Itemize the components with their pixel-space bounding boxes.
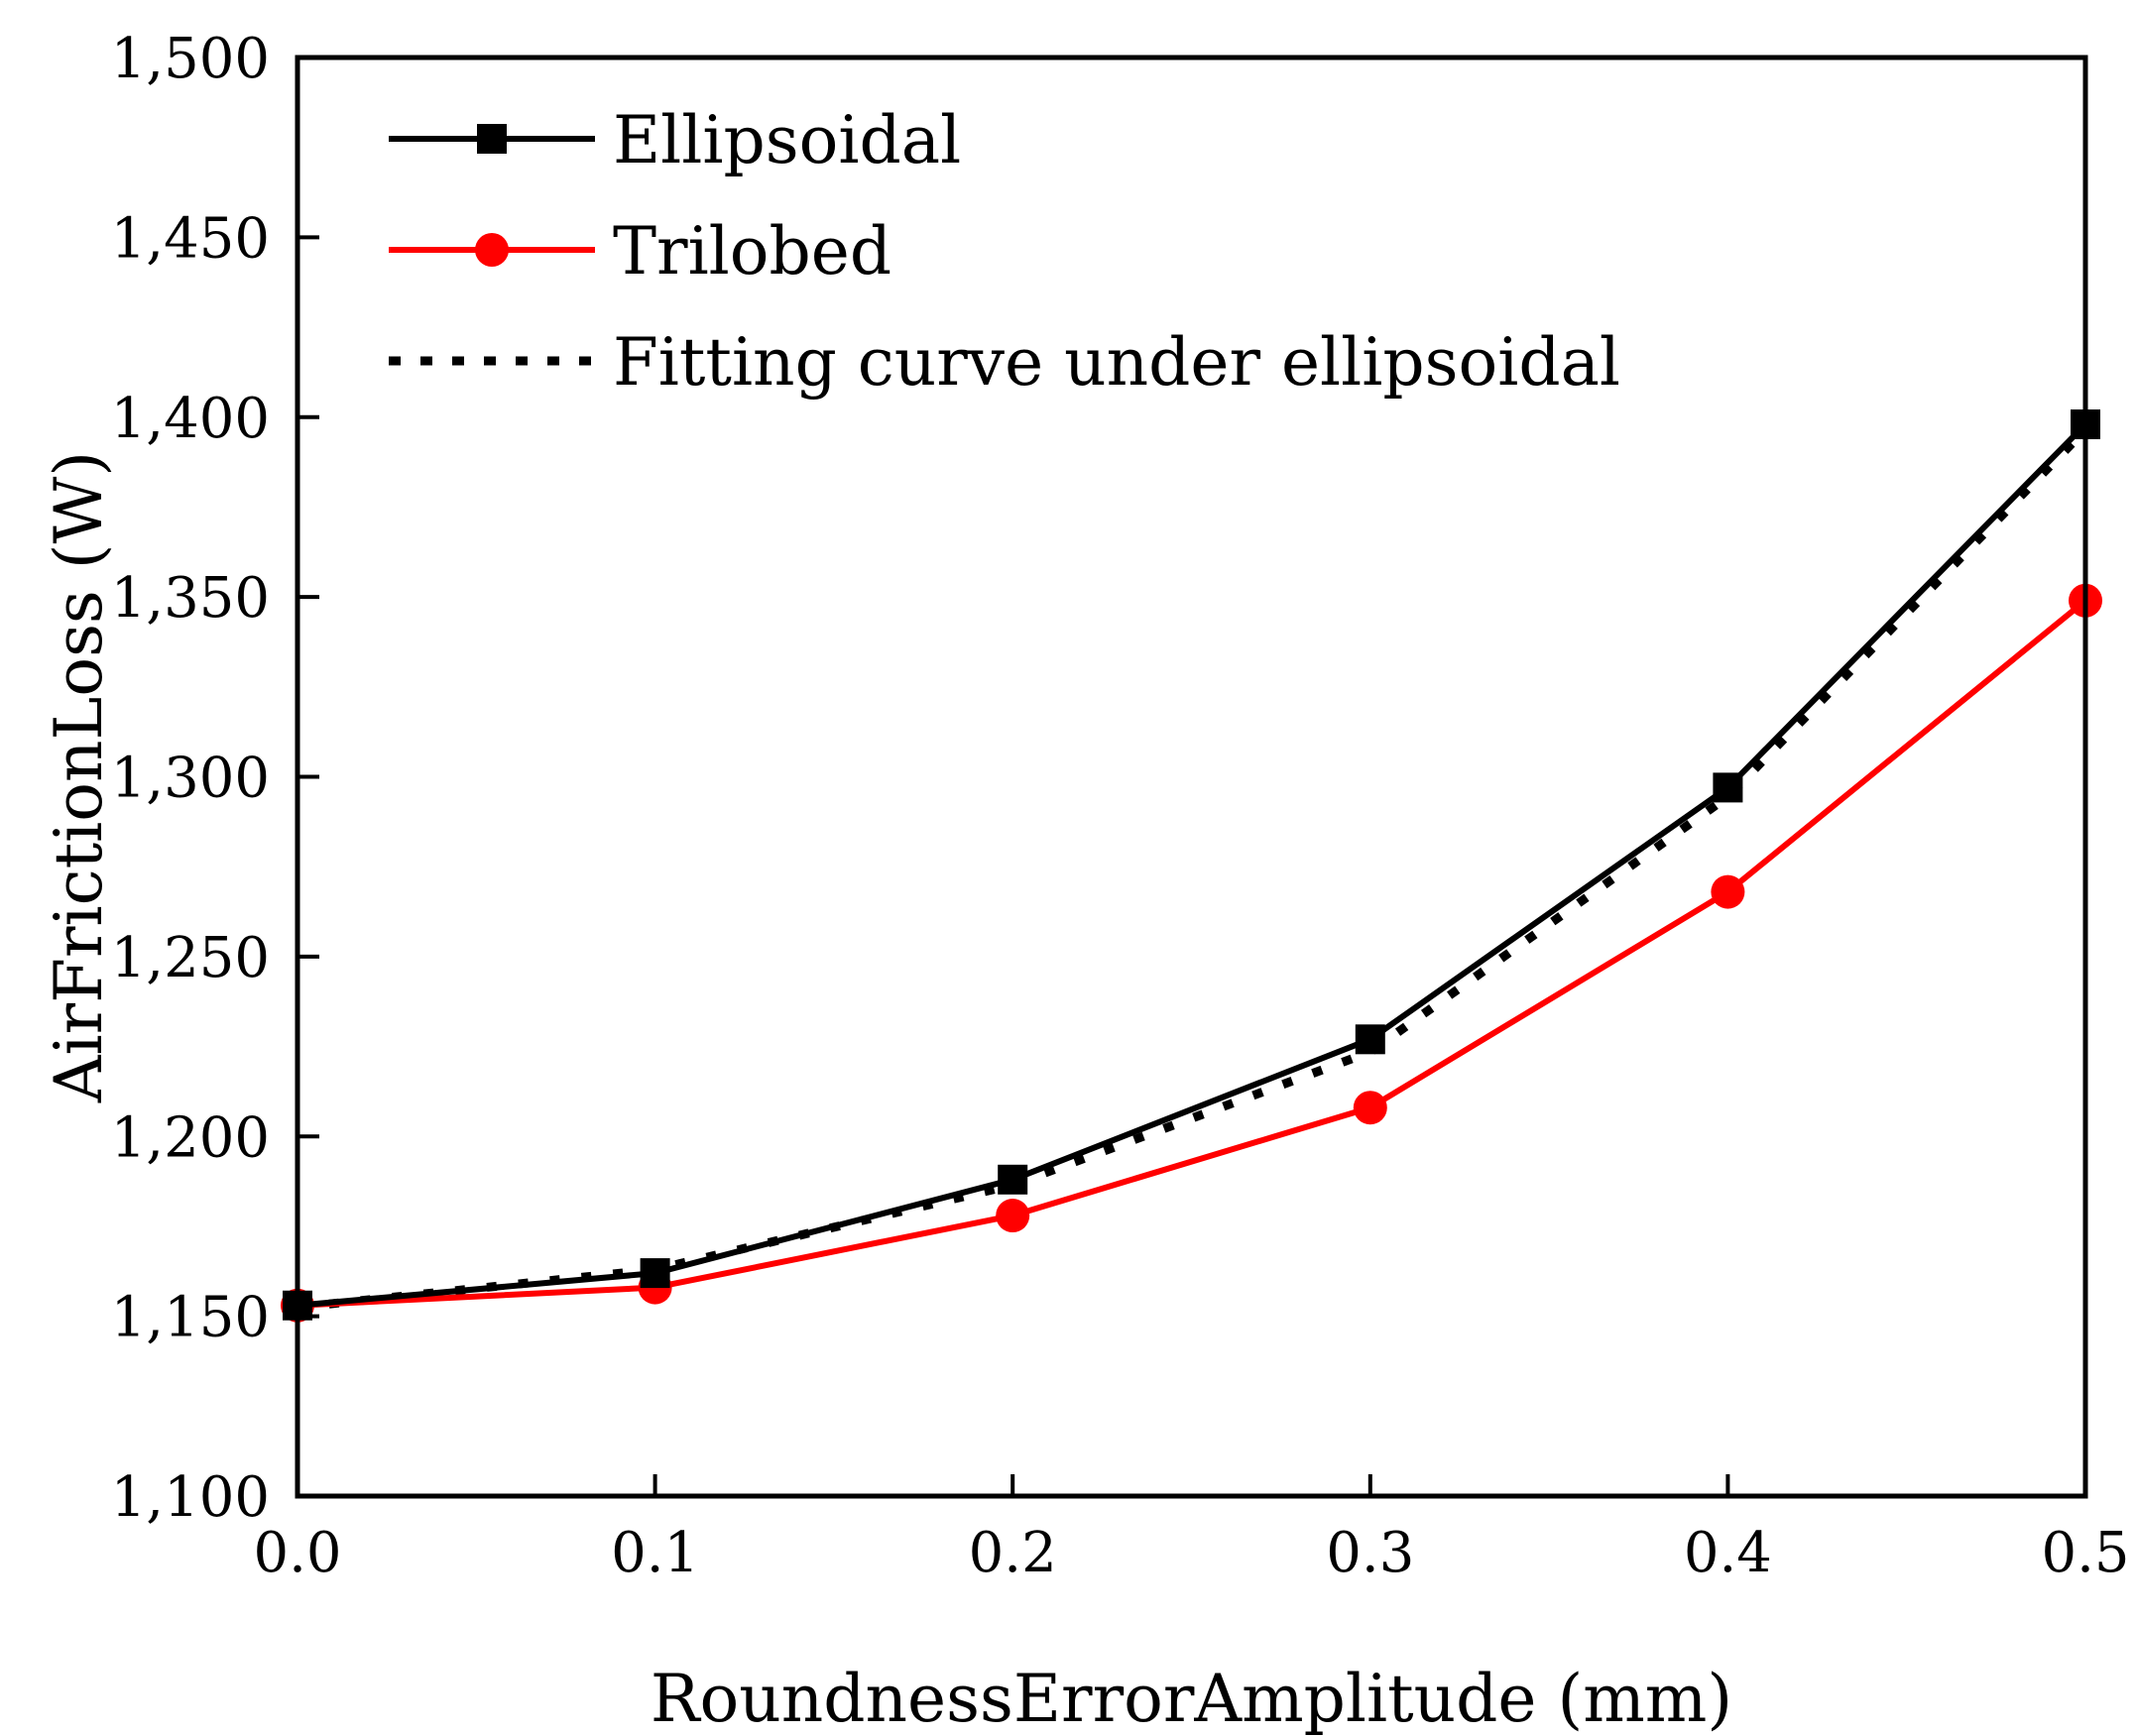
data-point-trilobed [1353,1091,1387,1125]
data-point-trilobed [1711,874,1745,909]
y-tick-label: 1,200 [111,1105,270,1170]
y-axis-title: AirFrictionLoss (W) [41,451,117,1103]
x-tick-label: 0.1 [611,1521,699,1585]
y-tick-label: 1,250 [111,926,270,990]
series-line-ellipsoidal [297,421,2088,1309]
x-tick-label: 0.4 [1684,1521,1772,1585]
legend-label: Fitting curve under ellipsoidal [613,324,1620,401]
y-tick-label: 1,500 [111,27,270,91]
y-tick-label: 1,100 [111,1465,270,1530]
x-tick-label: 0.2 [969,1521,1057,1585]
legend: Ellipsoidal Trilobed Fitting curve under e… [389,102,1620,401]
plot-series [281,409,2102,1323]
y-tick-label: 1,350 [111,566,270,631]
x-tick-label: 0.5 [2041,1521,2129,1585]
legend-marker-square [477,124,507,154]
plot-frame [295,55,2088,1499]
y-tick-label: 1,450 [111,206,270,271]
data-point-ellipsoidal [998,1164,1028,1195]
legend-marker-circle [475,233,509,267]
x-axis-title: RoundnessErrorAmplitude (mm) [651,1661,1732,1736]
legend-label: Trilobed [613,213,891,289]
data-point-ellipsoidal [1355,1024,1385,1055]
x-tick-label: 0.0 [253,1521,341,1585]
data-point-ellipsoidal [1713,772,1743,803]
data-point-ellipsoidal [640,1258,670,1289]
legend-label: Ellipsoidal [613,102,961,178]
data-point-trilobed [996,1199,1030,1233]
x-tick-label: 0.3 [1326,1521,1414,1585]
y-tick-label: 1,400 [111,387,270,451]
y-tick-label: 1,300 [111,747,270,811]
y-tick-label: 1,150 [111,1286,270,1350]
axis-ticks: 0.0 0.1 0.2 0.3 0.4 0.5 1,100 1,150 1,200 1,250 1,… [111,27,2130,1585]
series-line-trilobed [297,598,2087,1309]
